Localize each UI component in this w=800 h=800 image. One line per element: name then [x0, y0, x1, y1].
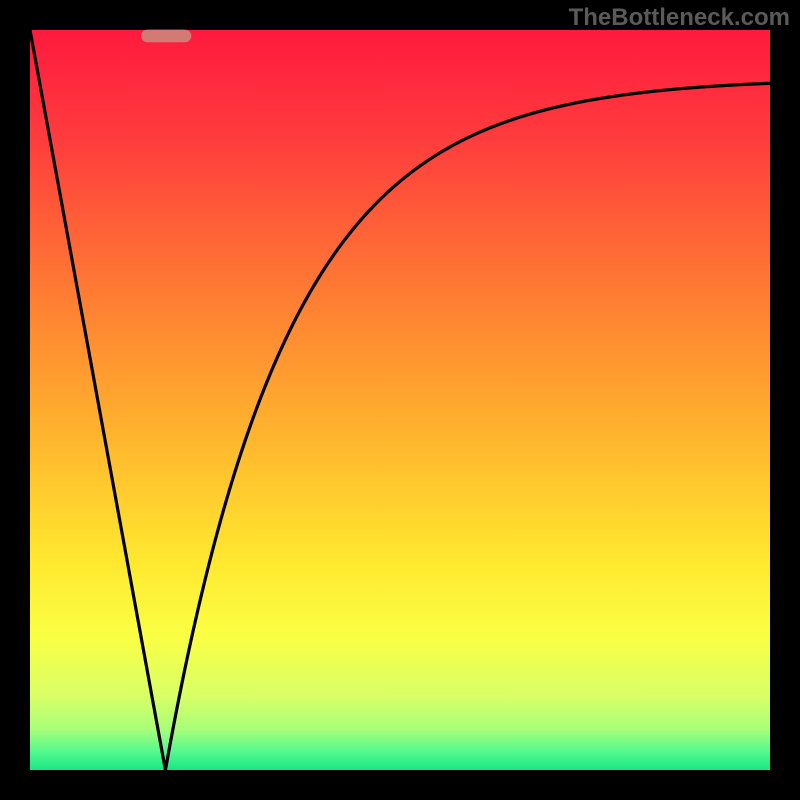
bottleneck-chart-svg [0, 0, 800, 800]
optimal-marker [141, 30, 191, 43]
watermark-text: TheBottleneck.com [569, 4, 790, 32]
chart-container: TheBottleneck.com [0, 0, 800, 800]
gradient-background [30, 30, 770, 770]
